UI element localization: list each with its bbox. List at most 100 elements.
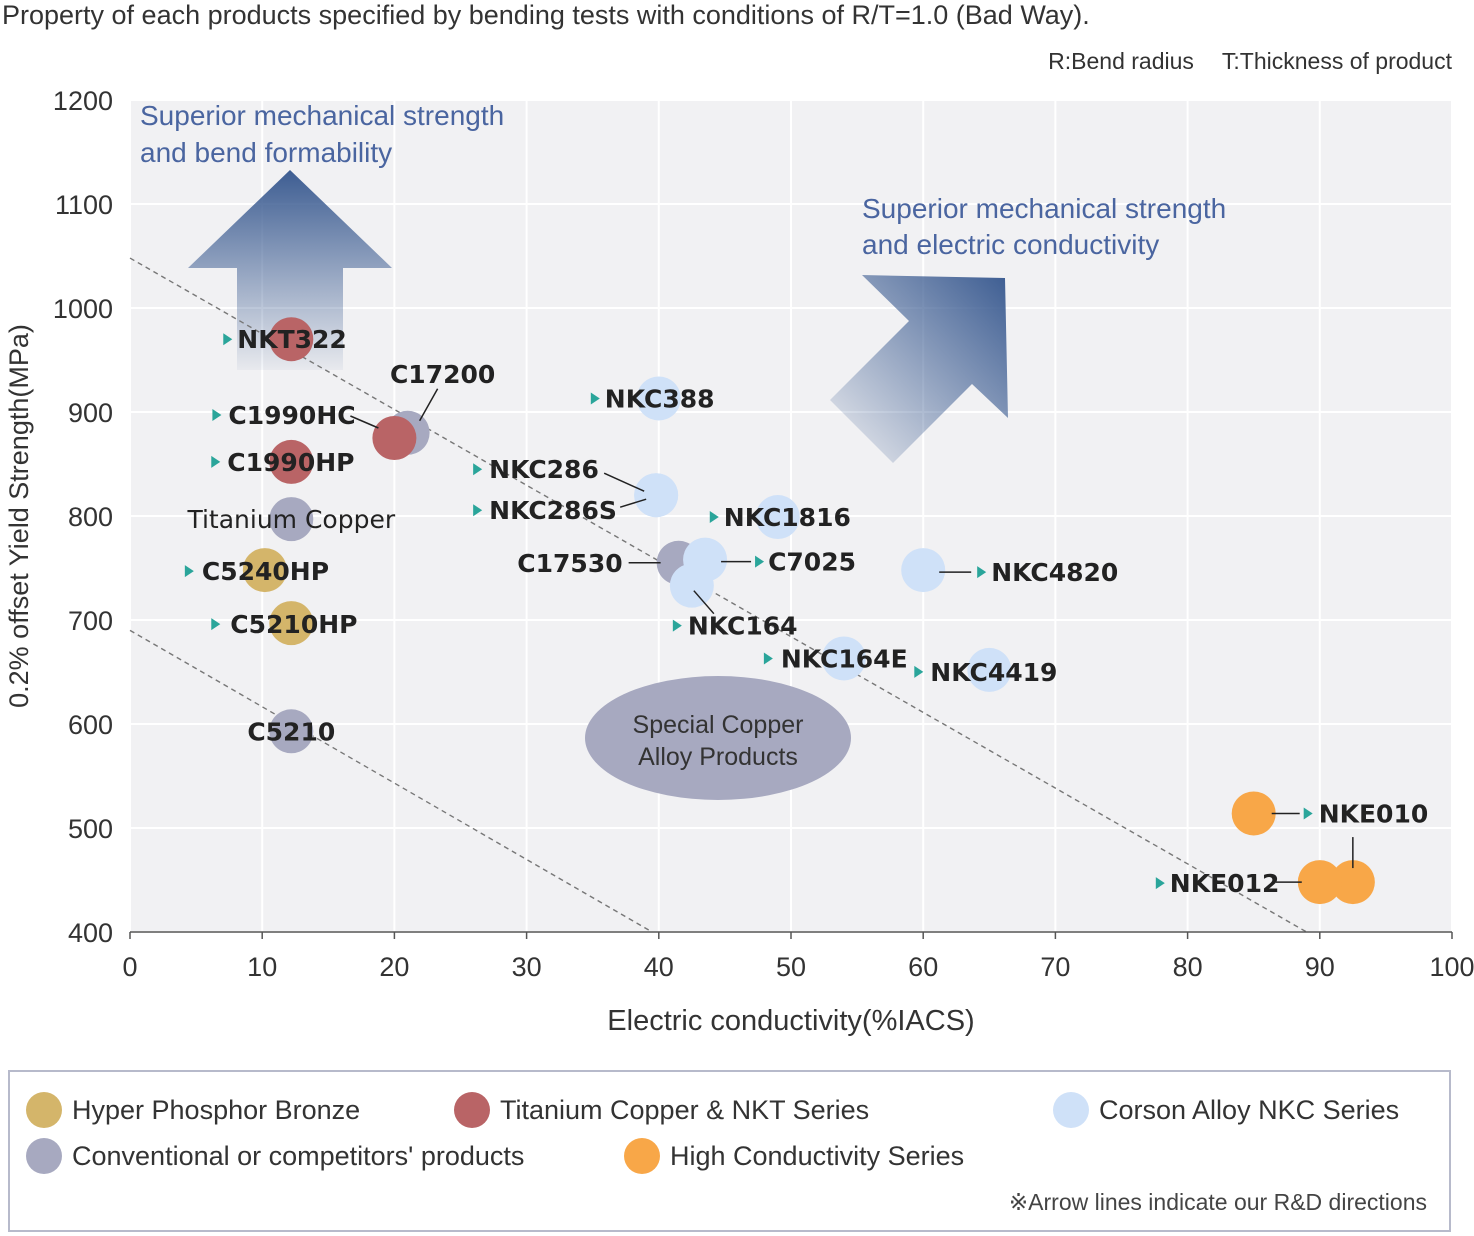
x-axis-title: Electric conductivity(%IACS) — [607, 1005, 974, 1037]
data-point-nkc286s — [634, 473, 679, 518]
point-label: C5210HP — [230, 610, 357, 639]
legend-label-titanium: Titanium Copper & NKT Series — [500, 1094, 870, 1125]
y-tick-label: 1100 — [55, 190, 113, 220]
abbreviation-notes: R:Bend radius T:Thickness of product — [1020, 48, 1452, 75]
special-alloy-label: Special Copper — [633, 711, 804, 739]
legend-item-hyper: Hyper Phosphor Bronze — [26, 1092, 360, 1128]
y-tick-label: 500 — [68, 814, 113, 844]
point-label: C7025 — [768, 548, 856, 577]
legend-note: ※Arrow lines indicate our R&D directions — [1008, 1189, 1427, 1215]
point-label: C17200 — [390, 360, 495, 389]
label-pointer-icon — [672, 619, 682, 632]
legend-swatch-titanium — [454, 1092, 490, 1128]
y-tick-label: 800 — [68, 502, 113, 532]
data-point-nke010 — [1231, 791, 1276, 836]
legend-item-conventional: Conventional or competitors' products — [26, 1138, 524, 1174]
strength-conductivity-arrow — [830, 275, 1008, 463]
label-pointer-icon — [709, 511, 719, 524]
legend-item-corson: Corson Alloy NKC Series — [1053, 1092, 1399, 1128]
point-label: NKC164 — [688, 612, 798, 641]
data-point-nkc4419 — [967, 647, 1012, 692]
leader-line — [619, 498, 647, 508]
label-pointer-icon — [184, 565, 194, 578]
data-point-nkc164e — [821, 636, 866, 681]
data-point-c7025 — [683, 537, 728, 582]
trend-line-lower — [129, 629, 653, 933]
y-axis-title: 0.2% offset Yield Strength(MPa) — [4, 324, 34, 708]
leader-line — [603, 472, 645, 492]
data-point-c1990hc — [372, 416, 417, 460]
annotation-strength-bend: Superior mechanical strength — [140, 100, 504, 131]
legend-swatch-conventional — [26, 1138, 62, 1174]
x-tick-label: 100 — [1429, 952, 1474, 982]
data-point-nkc4820 — [901, 548, 946, 593]
data-point-c5240hp — [242, 548, 287, 593]
y-tick-label: 400 — [68, 918, 113, 948]
data-point-titanium-copper — [269, 497, 314, 542]
y-tick-label: 600 — [68, 710, 113, 740]
leader-line — [350, 415, 379, 429]
point-label: NKC164E — [781, 644, 908, 673]
data-point-nke010 — [1330, 860, 1375, 905]
label-pointer-icon — [763, 652, 773, 665]
data-point-nkc388 — [636, 376, 681, 421]
x-tick-label: 10 — [247, 952, 277, 982]
x-tick-label: 60 — [908, 952, 938, 982]
leader-line — [693, 590, 715, 615]
y-tick-label: 1000 — [53, 294, 113, 324]
y-tick-label: 900 — [68, 398, 113, 428]
point-label: C17530 — [517, 549, 622, 578]
special-alloy-ellipse — [585, 676, 851, 800]
legend-item-high: High Conductivity Series — [624, 1138, 964, 1174]
point-label: NKC286 — [489, 455, 599, 484]
point-label: NKC1816 — [724, 503, 851, 532]
chart-caption: Property of each products specified by b… — [2, 0, 1090, 30]
legend-label-corson: Corson Alloy NKC Series — [1099, 1094, 1400, 1125]
data-point-nkt322 — [269, 317, 314, 362]
x-tick-label: 20 — [379, 952, 409, 982]
x-tick-label: 0 — [122, 952, 137, 982]
note-bend-radius: R:Bend radius — [1048, 48, 1194, 74]
legend-label-high: High Conductivity Series — [670, 1140, 965, 1171]
x-tick-label: 40 — [644, 952, 674, 982]
label-pointer-icon — [590, 392, 600, 405]
label-pointer-icon — [1155, 877, 1165, 890]
point-label: NKT322 — [237, 325, 347, 354]
x-tick-label: 70 — [1040, 952, 1070, 982]
annotation-strength-conductivity: Superior mechanical strength — [862, 193, 1226, 224]
legend-label-hyper: Hyper Phosphor Bronze — [72, 1094, 361, 1125]
annotation-strength-bend: and bend formability — [140, 137, 392, 168]
label-pointer-icon — [212, 409, 222, 421]
label-pointer-icon — [211, 455, 221, 468]
legend-swatch-corson — [1053, 1092, 1089, 1128]
scatter-chart: Superior mechanical strength and bend for… — [4, 86, 1474, 1037]
x-tick-label: 90 — [1305, 952, 1335, 982]
legend-swatch-high — [624, 1138, 660, 1174]
data-point-nke012 — [1297, 860, 1342, 905]
label-pointer-icon — [473, 504, 483, 517]
trend-line-upper — [129, 257, 1307, 933]
point-label: NKC4419 — [930, 658, 1057, 687]
data-point-c5210 — [269, 709, 314, 754]
label-pointer-icon — [211, 618, 221, 631]
note-thickness: T:Thickness of product — [1221, 48, 1452, 74]
x-tick-label: 80 — [1173, 952, 1203, 982]
legend-swatch-hyper — [26, 1092, 62, 1128]
label-pointer-icon — [1303, 807, 1313, 820]
point-label: Titanium Copper — [186, 505, 395, 534]
point-label: C5210 — [247, 717, 335, 746]
x-tick-label: 30 — [512, 952, 542, 982]
special-alloy-label: Alloy Products — [638, 743, 798, 771]
legend-label-conventional: Conventional or competitors' products — [72, 1140, 525, 1171]
point-label: NKC4820 — [991, 558, 1118, 587]
strength-bend-arrow — [188, 170, 392, 370]
data-point-c1990hp — [269, 439, 314, 484]
label-pointer-icon — [755, 555, 765, 568]
data-point-c5210hp — [269, 601, 314, 646]
point-label: C1990HP — [227, 448, 354, 477]
legend-item-titanium: Titanium Copper & NKT Series — [454, 1092, 869, 1128]
x-tick-label: 50 — [776, 952, 806, 982]
point-label: NKE012 — [1170, 869, 1280, 898]
data-point-nkc1816 — [755, 495, 800, 540]
annotation-strength-conductivity: and electric conductivity — [862, 229, 1159, 260]
